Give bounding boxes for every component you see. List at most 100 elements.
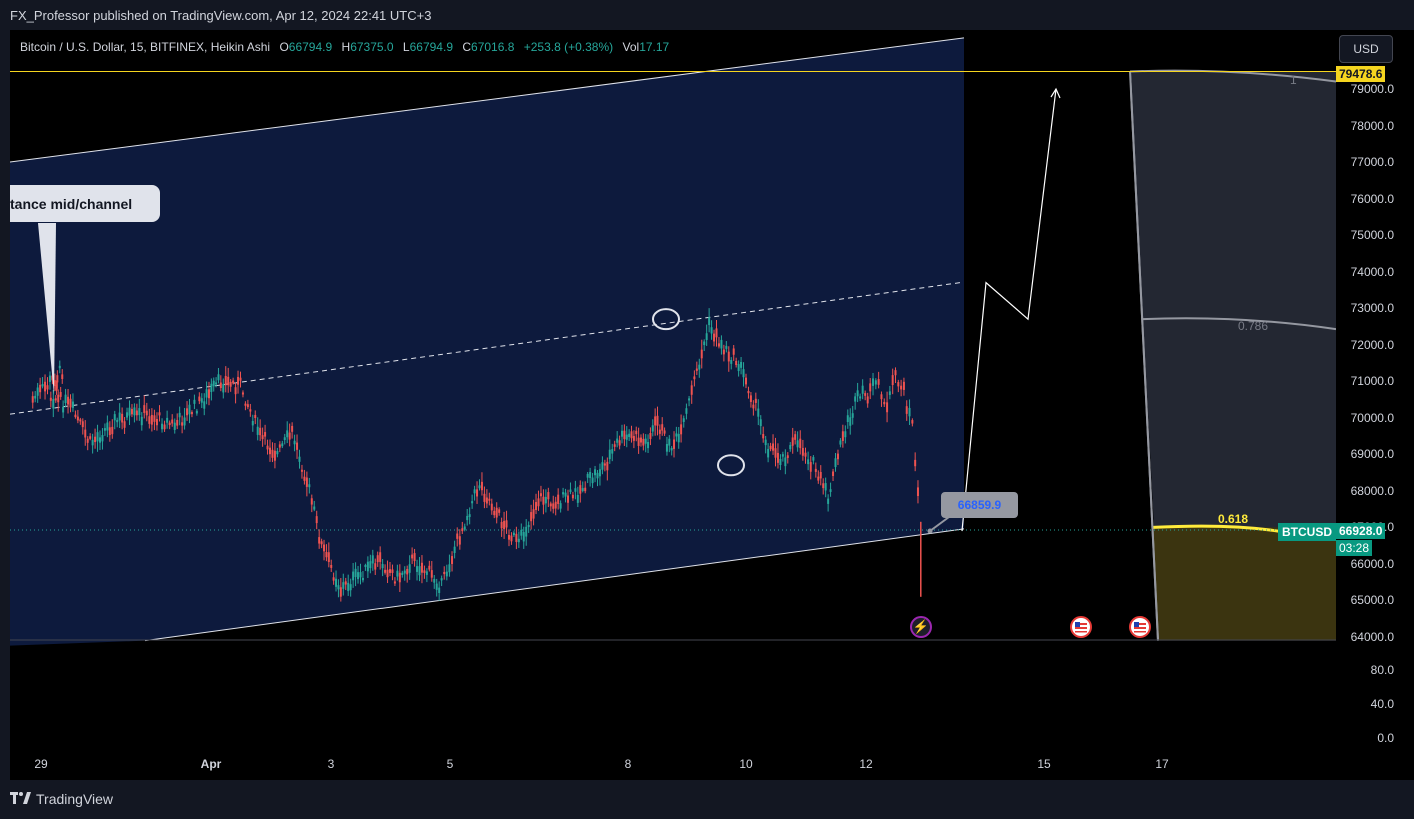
candle-body [621, 430, 624, 437]
candle-body [153, 415, 156, 422]
us-flag-icon[interactable] [1070, 616, 1092, 638]
candle-body [517, 538, 520, 543]
chart-area[interactable] [10, 30, 1336, 780]
candle-body [325, 552, 328, 558]
candle-body [276, 451, 279, 455]
candle-body [883, 401, 886, 405]
candle-body [603, 463, 606, 466]
high-label: H [341, 40, 351, 54]
candle-body [361, 577, 364, 581]
candle-body [453, 546, 456, 554]
price-axis[interactable]: 79000.0 78000.0 77000.0 76000.0 75000.0 74000… [1336, 30, 1414, 780]
candle-body [320, 541, 323, 545]
candle-body [872, 378, 875, 386]
price-tick-label: 79000.0 [1350, 82, 1394, 96]
price-chart-svg[interactable] [10, 30, 1336, 780]
candle-body [84, 429, 87, 438]
candle-body [905, 406, 908, 414]
candle-body [505, 520, 508, 528]
fib-curve-0618 [1152, 524, 1281, 533]
candle-body [34, 395, 37, 399]
candle-body [335, 578, 338, 587]
candle-body [584, 487, 587, 492]
candle-body [86, 438, 89, 443]
candle-body [637, 437, 640, 446]
candle-body [836, 453, 839, 460]
candle-body [552, 503, 555, 509]
candle-body [244, 403, 247, 406]
candle-body [408, 564, 411, 573]
us-flag-icon[interactable] [1129, 616, 1151, 638]
candle-body [549, 503, 552, 507]
currency-button[interactable]: USD [1339, 35, 1393, 63]
candle-body [663, 430, 666, 434]
candle-body [398, 572, 401, 583]
candle-body [305, 477, 308, 487]
candle-body [195, 410, 198, 414]
candle-body [451, 556, 454, 564]
volume-tick-label: 0.0 [1377, 731, 1394, 745]
candle-body [67, 396, 70, 405]
tradingview-brand[interactable]: TradingView [10, 791, 113, 807]
candle-body [203, 401, 206, 409]
candle-body [591, 477, 594, 484]
candle-body [490, 503, 493, 511]
candle-body [658, 429, 661, 434]
candle-body [52, 399, 55, 409]
lightning-icon[interactable]: ⚡ [910, 616, 932, 638]
candle-body [342, 582, 345, 589]
candle-body [251, 420, 254, 426]
candle-body [488, 498, 491, 501]
candle-body [703, 341, 706, 346]
candle-body [677, 433, 680, 443]
candle-body [266, 445, 269, 450]
last-price-badge: 66928.0 [1336, 523, 1386, 539]
candle-body [685, 408, 688, 414]
price-tick-label: 70000.0 [1350, 410, 1394, 425]
change-value: +253.8 (+0.38%) [523, 40, 614, 54]
candle-body [332, 577, 335, 581]
candle-body [586, 473, 589, 478]
candle-body [789, 445, 792, 450]
candle-body [854, 396, 857, 402]
candle-body [732, 348, 735, 355]
candle-body [438, 587, 441, 594]
candle-body [425, 571, 428, 575]
candle-body [468, 514, 471, 518]
candle-body [173, 422, 176, 430]
candle-body [349, 584, 352, 591]
candle-body [649, 433, 652, 439]
candle-body [161, 423, 164, 430]
candle-body [396, 570, 399, 577]
candle-body [632, 436, 635, 441]
candle-body [700, 349, 703, 359]
candle-body [215, 382, 218, 385]
candle-body [176, 419, 179, 426]
candle-body [283, 437, 286, 441]
candle-body [181, 422, 184, 426]
candle-body [897, 382, 900, 387]
candle-body [241, 392, 244, 395]
candle-body [715, 328, 718, 338]
candle-body [611, 449, 614, 454]
candle-body [710, 327, 713, 334]
candle-body [781, 454, 784, 457]
candle-body [198, 396, 201, 402]
candle-body [642, 438, 645, 446]
candle-body [827, 498, 830, 504]
candle-body [737, 364, 740, 372]
price-label-annotation[interactable]: 66859.9 [941, 492, 1018, 518]
candle-body [874, 380, 877, 385]
time-tick-label: 29 [34, 757, 48, 771]
resistance-callout[interactable]: tance mid/channel [10, 185, 160, 222]
candle-body [495, 507, 498, 518]
candle-body [36, 387, 39, 396]
candle-body [537, 498, 540, 507]
candle-body [654, 416, 657, 426]
price-tick-label: 73000.0 [1350, 301, 1394, 316]
candle-body [403, 570, 406, 574]
candle-body [94, 436, 97, 443]
candle-body [466, 515, 469, 521]
candle-body [315, 516, 318, 524]
candle-body [357, 572, 360, 580]
